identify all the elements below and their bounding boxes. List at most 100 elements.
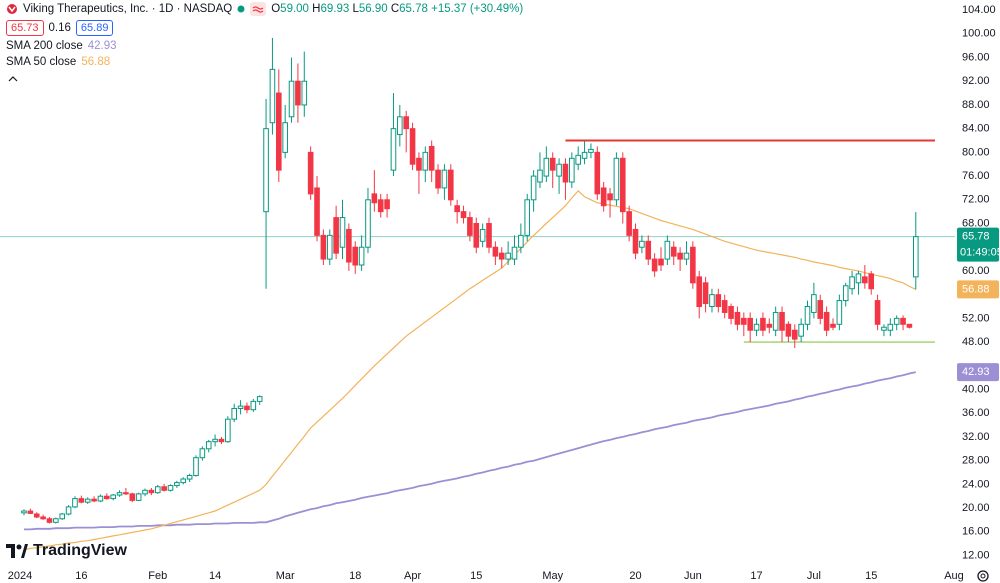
y-tick-label: 92.00 bbox=[962, 75, 990, 87]
watermark: TradingView bbox=[6, 542, 127, 560]
candle-body bbox=[40, 516, 46, 520]
candle bbox=[772, 306, 779, 337]
y-tick-label: 100.00 bbox=[962, 28, 996, 40]
legend-value: 56.88 bbox=[81, 56, 111, 68]
y-tick-label: 12.00 bbox=[962, 549, 990, 561]
candle-body bbox=[135, 493, 142, 501]
settings-button[interactable] bbox=[976, 569, 990, 583]
symbol-icon bbox=[7, 4, 17, 14]
candle-body bbox=[161, 486, 167, 491]
candle bbox=[906, 323, 913, 329]
candle bbox=[753, 318, 760, 337]
candle-body bbox=[91, 498, 97, 502]
ohlc-key: C bbox=[390, 3, 400, 15]
candle bbox=[447, 164, 454, 206]
candle-body bbox=[326, 234, 333, 260]
candle bbox=[658, 247, 664, 271]
candle bbox=[766, 318, 773, 334]
candle bbox=[817, 294, 824, 325]
candle bbox=[664, 235, 671, 266]
symbol[interactable]: Viking Therapeutics, Inc. · 1D · NASDAQ bbox=[23, 3, 233, 15]
x-tick-label: 17 bbox=[750, 570, 762, 582]
candle bbox=[154, 484, 161, 494]
y-tick-label: 52.00 bbox=[962, 312, 990, 324]
y-tick-label: 80.00 bbox=[962, 146, 990, 158]
candle bbox=[346, 223, 352, 271]
candle bbox=[511, 235, 518, 266]
candle-body bbox=[817, 300, 824, 319]
candle-body bbox=[862, 276, 868, 284]
quote-row: 65.73 0.16 65.89 bbox=[6, 20, 114, 36]
candle-body bbox=[804, 306, 811, 325]
candle bbox=[244, 402, 250, 414]
candle bbox=[263, 99, 269, 289]
y-tick-label: 76.00 bbox=[962, 170, 990, 182]
candle-body bbox=[307, 151, 314, 195]
candle-body bbox=[365, 199, 371, 248]
candle-body bbox=[174, 482, 180, 487]
collapse-button[interactable] bbox=[6, 74, 20, 84]
candle bbox=[104, 493, 110, 500]
candle-body bbox=[683, 252, 690, 260]
candle-body bbox=[97, 495, 104, 502]
candle-body bbox=[244, 405, 250, 411]
bid[interactable]: 65.73 bbox=[6, 20, 44, 36]
candle-body bbox=[518, 234, 524, 248]
legend-label: SMA 50 close bbox=[6, 56, 77, 68]
candle bbox=[416, 152, 422, 194]
y-tick-label: 40.00 bbox=[962, 383, 990, 395]
candle-body bbox=[741, 317, 747, 325]
price-tag-countdown: 01:49:05 bbox=[960, 247, 1000, 259]
candle-body bbox=[887, 323, 894, 331]
candle-body bbox=[747, 317, 753, 331]
candle-body bbox=[346, 228, 352, 263]
legend-sma200[interactable]: SMA 200 close 42.93 bbox=[6, 40, 117, 52]
candle-body bbox=[836, 300, 843, 325]
y-tick-label: 104.00 bbox=[962, 4, 996, 16]
candle bbox=[27, 508, 34, 515]
legend-sma50[interactable]: SMA 50 close 56.88 bbox=[6, 56, 110, 68]
candle bbox=[677, 247, 683, 271]
candle-body bbox=[677, 252, 683, 260]
y-tick-label: 72.00 bbox=[962, 194, 990, 206]
candle-body bbox=[906, 323, 913, 328]
candle-body bbox=[447, 169, 454, 201]
data-badge[interactable] bbox=[250, 2, 267, 16]
candle-body bbox=[314, 187, 320, 236]
sma-line bbox=[23, 190, 917, 551]
candle-body bbox=[397, 116, 403, 136]
candle bbox=[524, 193, 531, 242]
y-tick-label: 84.00 bbox=[962, 123, 990, 135]
spread: 0.16 bbox=[48, 22, 71, 34]
logo-icon bbox=[6, 544, 28, 558]
symbol-row: Viking Therapeutics, Inc. · 1D · NASDAQ … bbox=[6, 2, 523, 16]
candle bbox=[377, 193, 384, 218]
candle-body bbox=[639, 240, 645, 248]
sma-line bbox=[24, 371, 916, 531]
candle-body bbox=[600, 187, 607, 207]
candle bbox=[492, 241, 499, 266]
ask[interactable]: 65.89 bbox=[75, 20, 114, 36]
candle-body bbox=[607, 193, 613, 201]
candle bbox=[747, 312, 753, 343]
candle bbox=[651, 253, 658, 277]
candle-body bbox=[734, 311, 741, 325]
candle bbox=[174, 480, 180, 488]
candle bbox=[575, 146, 581, 171]
candle bbox=[900, 315, 906, 331]
candle-body bbox=[154, 486, 161, 494]
candle-body bbox=[409, 128, 416, 165]
candle bbox=[435, 164, 441, 194]
candle-body bbox=[295, 80, 301, 106]
candle-body bbox=[435, 169, 441, 189]
candle bbox=[549, 152, 556, 188]
x-tick-label: 16 bbox=[75, 570, 87, 582]
candle bbox=[467, 211, 473, 242]
candle bbox=[632, 223, 639, 260]
candle-body bbox=[893, 317, 900, 325]
candle bbox=[422, 146, 429, 183]
candle-body bbox=[779, 311, 785, 331]
candle-body bbox=[263, 128, 269, 213]
candle bbox=[741, 312, 747, 337]
ohlc-key: L bbox=[352, 3, 359, 15]
